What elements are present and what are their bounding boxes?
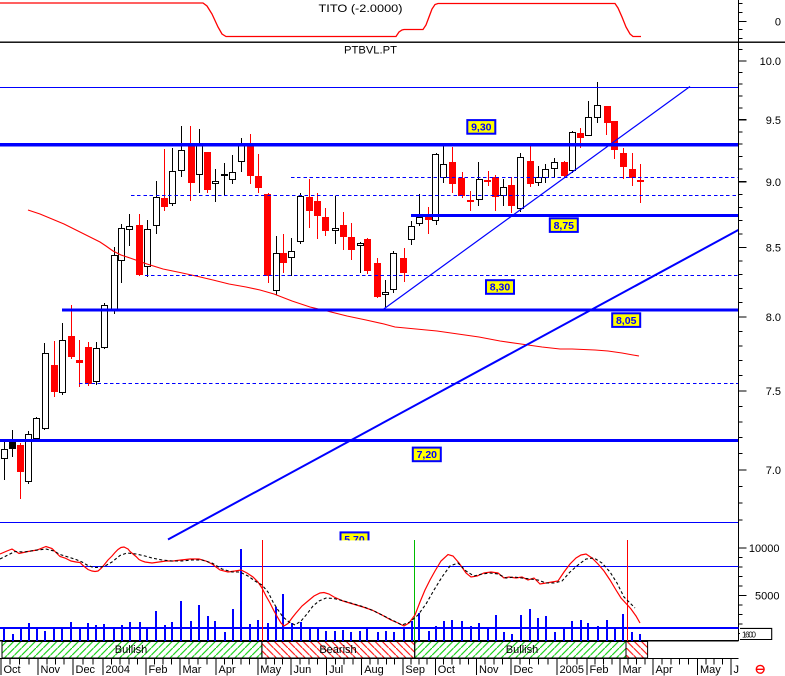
svg-text:0: 0 <box>775 17 781 29</box>
svg-text:Jun: Jun <box>294 664 312 676</box>
svg-text:Feb: Feb <box>149 664 168 676</box>
svg-text:7,20: 7,20 <box>417 449 438 461</box>
svg-text:Bullish: Bullish <box>115 644 147 656</box>
svg-text:9,30: 9,30 <box>471 122 492 134</box>
svg-text:10.0: 10.0 <box>760 56 781 68</box>
svg-text:7.5: 7.5 <box>766 386 781 398</box>
svg-text:J: J <box>734 664 740 676</box>
svg-text:2005: 2005 <box>560 664 584 676</box>
svg-text:Jul: Jul <box>329 664 343 676</box>
svg-text:Nov: Nov <box>41 664 61 676</box>
svg-text:Bullish: Bullish <box>506 644 538 656</box>
svg-text:2004: 2004 <box>106 664 130 676</box>
svg-text:Dec: Dec <box>514 664 534 676</box>
svg-text:1600: 1600 <box>742 630 757 639</box>
svg-text:May: May <box>260 664 281 676</box>
svg-text:Feb: Feb <box>590 664 609 676</box>
svg-text:TITO (-2.0000): TITO (-2.0000) <box>319 3 403 15</box>
svg-text:8.5: 8.5 <box>766 242 781 254</box>
svg-text:9.5: 9.5 <box>766 115 781 127</box>
svg-text:9.0: 9.0 <box>766 177 781 189</box>
svg-text:Nov: Nov <box>479 664 499 676</box>
svg-text:8.0: 8.0 <box>766 312 781 324</box>
svg-text:May: May <box>700 664 721 676</box>
svg-text:Mar: Mar <box>623 664 642 676</box>
svg-text:Aug: Aug <box>364 664 384 676</box>
svg-text:Bearish: Bearish <box>319 644 356 656</box>
svg-text:8,75: 8,75 <box>554 220 575 232</box>
svg-text:7.0: 7.0 <box>766 465 781 477</box>
svg-text:10000: 10000 <box>749 543 780 555</box>
svg-text:5,70: 5,70 <box>344 534 365 546</box>
svg-text:Oct: Oct <box>4 664 21 676</box>
svg-text:8,05: 8,05 <box>616 315 637 327</box>
svg-text:8,30: 8,30 <box>490 282 511 294</box>
svg-text:Dec: Dec <box>76 664 96 676</box>
svg-text:PTBVL.PT: PTBVL.PT <box>344 45 397 57</box>
svg-text:Oct: Oct <box>438 664 455 676</box>
svg-text:5000: 5000 <box>755 591 779 603</box>
svg-text:Apr: Apr <box>656 664 673 676</box>
svg-text:Sep: Sep <box>405 664 425 676</box>
svg-text:Mar: Mar <box>183 664 202 676</box>
svg-text:Apr: Apr <box>219 664 236 676</box>
